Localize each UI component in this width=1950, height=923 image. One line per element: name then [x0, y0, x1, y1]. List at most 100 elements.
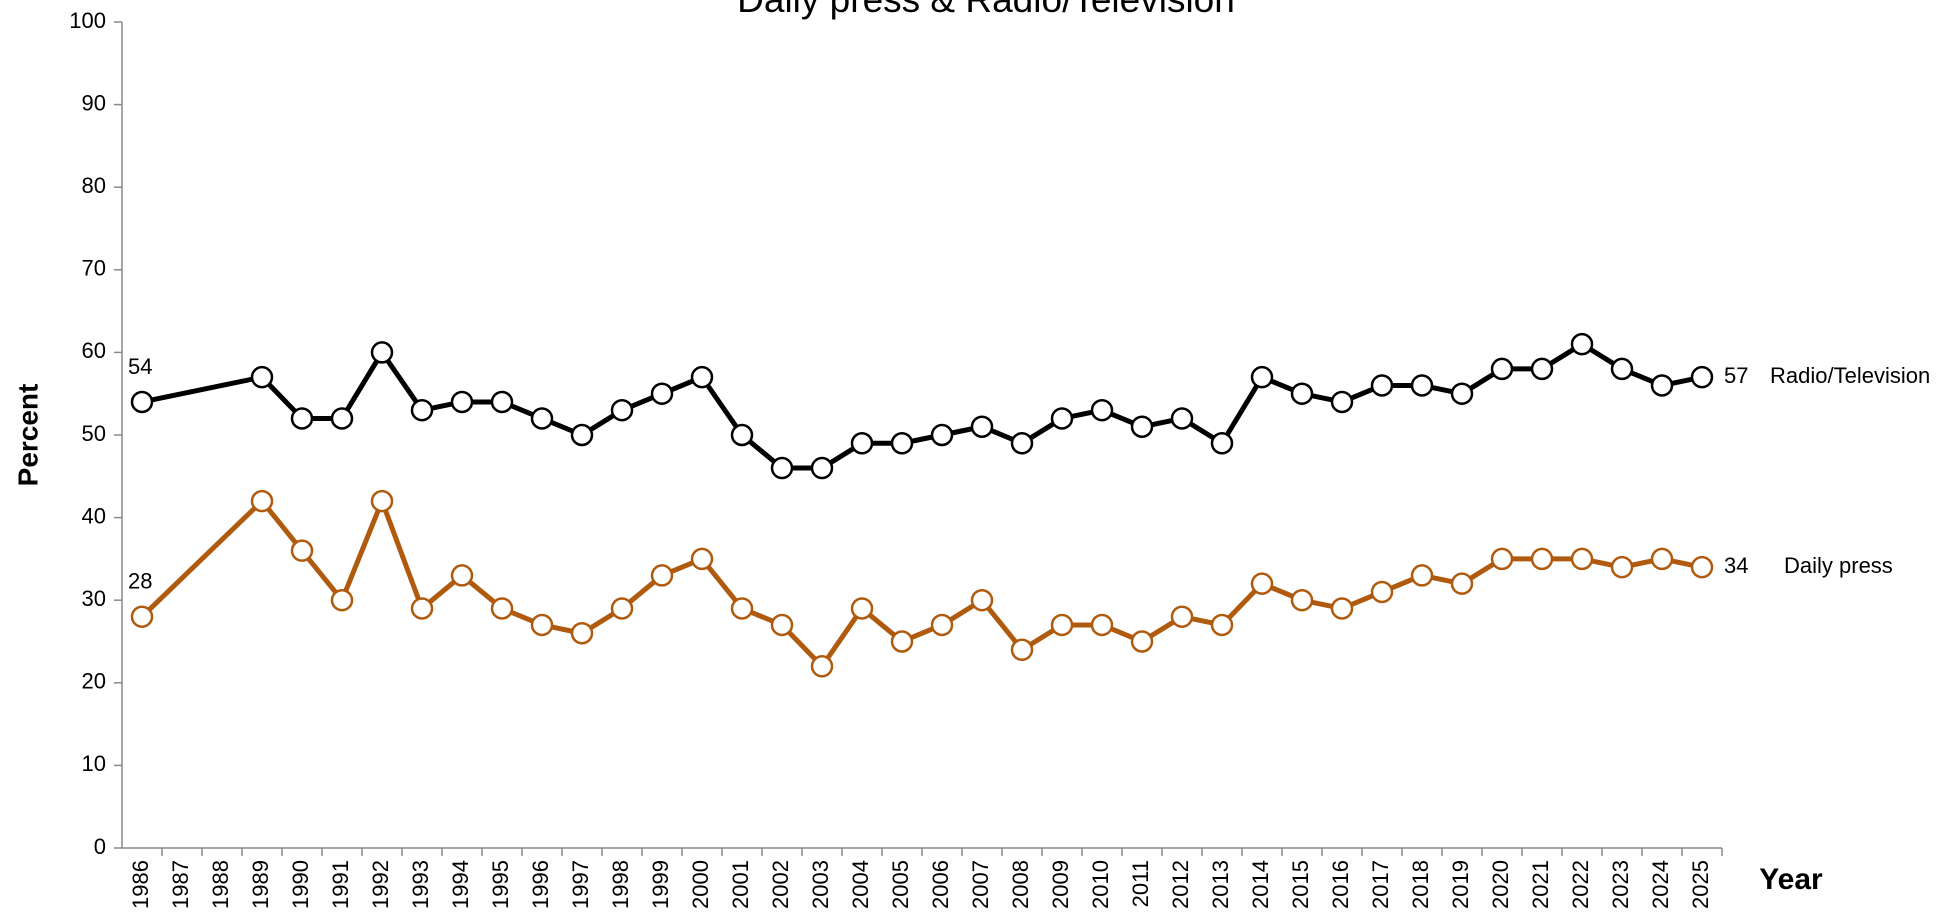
x-tick-label: 2004	[848, 860, 873, 909]
y-tick-label: 30	[82, 586, 106, 611]
marker	[930, 613, 954, 637]
x-tick-label: 2006	[928, 860, 953, 909]
x-axis-label: Year	[1759, 863, 1823, 896]
marker	[1170, 407, 1194, 430]
x-tick-label: 2019	[1448, 860, 1473, 909]
x-tick-label: 1990	[288, 860, 313, 909]
x-tick-label: 2001	[728, 860, 753, 909]
marker	[530, 407, 554, 430]
marker	[1370, 580, 1394, 604]
marker	[570, 621, 594, 645]
marker	[1650, 547, 1674, 571]
marker	[1170, 605, 1194, 628]
marker	[1570, 332, 1594, 356]
marker	[1210, 613, 1234, 637]
x-tick-label: 2009	[1048, 860, 1073, 909]
marker	[1250, 572, 1274, 595]
marker	[1690, 365, 1714, 389]
x-tick-label: 1998	[608, 860, 633, 909]
y-tick-label: 70	[82, 256, 106, 281]
marker	[1330, 597, 1354, 620]
marker	[1250, 365, 1274, 389]
y-tick-label: 10	[82, 751, 106, 776]
marker	[1130, 630, 1154, 653]
marker	[970, 588, 994, 612]
marker	[450, 564, 474, 587]
marker	[770, 613, 794, 637]
x-tick-label: 2007	[968, 860, 993, 909]
y-axis-label: Percent	[12, 384, 43, 487]
x-tick-label: 1992	[368, 860, 393, 909]
x-tick-label: 2018	[1408, 860, 1433, 909]
marker	[130, 605, 154, 628]
x-tick-label: 2012	[1168, 860, 1193, 909]
marker	[1570, 547, 1594, 571]
y-tick-label: 40	[82, 503, 106, 528]
marker	[810, 456, 834, 480]
x-tick-label: 1987	[168, 860, 193, 909]
marker	[770, 456, 794, 480]
x-tick-label: 1988	[208, 860, 233, 909]
x-tick-label: 2010	[1088, 860, 1113, 909]
x-tick-label: 2005	[888, 860, 913, 909]
y-tick-label: 80	[82, 173, 106, 198]
marker	[970, 415, 994, 438]
y-tick-label: 50	[82, 421, 106, 446]
data-label: 54	[128, 354, 152, 379]
marker	[370, 489, 394, 513]
marker	[450, 390, 474, 414]
series-line	[141, 341, 1703, 471]
marker	[1050, 613, 1074, 637]
y-tick-label: 100	[69, 8, 106, 33]
marker	[1490, 357, 1514, 381]
marker	[1450, 382, 1474, 405]
x-tick-label: 1994	[448, 860, 473, 909]
x-tick-label: 2022	[1568, 860, 1593, 909]
x-tick-label: 2017	[1368, 860, 1393, 909]
x-tick-label: 2016	[1328, 860, 1353, 909]
series-label: Radio/Television	[1770, 363, 1930, 388]
marker	[250, 489, 274, 513]
marker	[1450, 572, 1474, 595]
x-tick-label: 2020	[1488, 860, 1513, 909]
marker	[1410, 564, 1434, 587]
marker	[1530, 547, 1554, 571]
x-tick-label: 1991	[328, 860, 353, 909]
data-label: 57	[1724, 363, 1748, 388]
marker	[370, 341, 394, 364]
marker	[1130, 415, 1154, 438]
marker	[690, 547, 714, 571]
marker	[410, 398, 434, 422]
x-tick-label: 1997	[568, 860, 593, 909]
marker	[890, 432, 914, 455]
marker	[330, 588, 354, 612]
marker	[610, 398, 634, 422]
x-tick-label: 2024	[1648, 860, 1673, 909]
x-tick-label: 2015	[1288, 860, 1313, 909]
marker	[1050, 407, 1074, 430]
marker	[570, 423, 594, 447]
y-tick-label: 90	[82, 90, 106, 115]
marker	[650, 382, 674, 405]
marker	[1290, 588, 1314, 612]
marker	[490, 390, 514, 414]
x-tick-label: 2025	[1688, 860, 1713, 909]
x-tick-label: 1996	[528, 860, 553, 909]
marker	[1690, 555, 1714, 579]
marker	[1330, 390, 1354, 414]
marker	[1650, 374, 1674, 397]
y-tick-label: 20	[82, 669, 106, 694]
y-tick-label: 0	[94, 834, 106, 859]
marker	[810, 655, 834, 678]
x-tick-label: 2002	[768, 860, 793, 909]
x-tick-label: 2023	[1608, 860, 1633, 909]
x-tick-label: 1995	[488, 860, 513, 909]
marker	[1010, 638, 1034, 662]
marker	[930, 423, 954, 447]
x-tick-label: 2013	[1208, 860, 1233, 909]
marker	[850, 597, 874, 620]
marker	[490, 597, 514, 620]
data-label: 28	[128, 569, 152, 594]
data-label: 34	[1724, 553, 1748, 578]
